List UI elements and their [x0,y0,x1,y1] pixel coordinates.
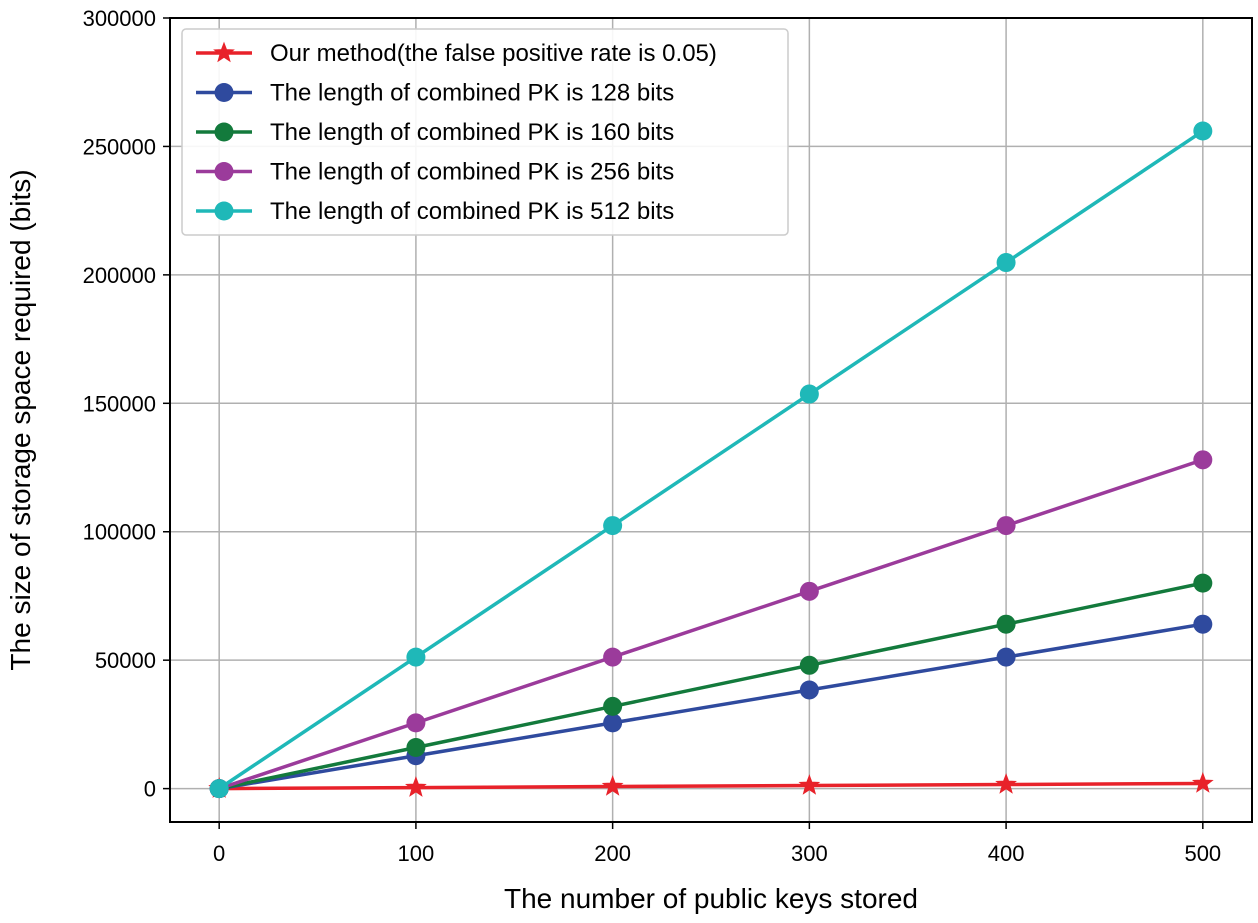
data-point [1193,121,1213,141]
legend-label: The length of combined PK is 256 bits [270,159,674,186]
series-line [219,781,1203,791]
y-tick-label: 50000 [95,648,156,673]
data-point [996,647,1016,667]
series-3 [209,573,1213,799]
legend-swatch-marker [214,122,234,142]
series-4 [209,450,1213,799]
data-point [1193,573,1213,593]
data-point [406,738,426,758]
data-point [1193,450,1213,470]
data-point [996,614,1016,634]
data-point [996,253,1016,273]
x-tick-label: 100 [398,841,435,866]
legend-entry: The length of combined PK is 256 bits [196,159,674,186]
data-point [799,655,819,675]
series-line [218,458,1204,791]
y-tick-label: 100000 [83,520,156,545]
y-tick-label: 250000 [83,134,156,159]
series-2 [209,614,1213,799]
data-point [798,774,821,795]
series-line [218,581,1204,791]
data-point [209,779,229,799]
data-point [405,776,427,797]
legend-label: Our method(the false positive rate is 0.… [270,40,717,67]
data-point [1191,772,1214,793]
legend-entry: The length of combined PK is 160 bits [196,119,674,146]
x-axis-label: The number of public keys stored [504,883,918,914]
data-point [603,713,623,733]
legend-swatch-marker [214,83,234,102]
data-point [601,775,624,796]
legend-label: The length of combined PK is 512 bits [270,198,674,225]
legend-swatch-marker [214,162,234,181]
series-line [218,129,1204,791]
y-tick-label: 300000 [83,6,156,31]
data-point [996,516,1016,536]
series-1 [208,772,1214,798]
data-point [603,696,623,716]
data-point [603,516,623,536]
legend-entry: The length of combined PK is 512 bits [196,198,674,225]
data-point [799,384,819,404]
y-tick-label: 200000 [83,263,156,288]
plot-frame [169,17,1253,823]
data-point [406,647,426,667]
x-tick-label: 400 [988,841,1025,866]
legend: Our method(the false positive rate is 0.… [181,28,789,236]
data-point [603,647,623,667]
y-axis-label: The size of storage space required (bits… [5,169,36,670]
data-point [799,581,819,601]
axis-ticks: 0 100 200 300 400 500 0 50000 100000 150000 200000… [83,6,1222,866]
data-point [995,773,1017,794]
legend-swatch-marker [213,41,235,63]
legend-entry: Our method(the false positive rate is 0.… [196,40,717,67]
series-line [218,622,1204,791]
x-tick-label: 0 [213,841,225,866]
data-point [799,680,819,700]
y-tick-label: 0 [144,777,156,802]
data-point [406,713,426,733]
legend-box [181,28,789,236]
legend-entry: The length of combined PK is 128 bits [196,80,674,107]
series-layer [208,121,1214,799]
x-tick-label: 200 [594,841,631,866]
x-tick-label: 300 [791,841,828,866]
legend-label: The length of combined PK is 160 bits [270,119,674,146]
y-tick-label: 150000 [83,391,156,416]
data-point [1193,614,1213,634]
legend-label: The length of combined PK is 128 bits [270,80,674,107]
legend-swatch-marker [214,201,234,221]
series-5 [209,121,1213,799]
x-tick-label: 500 [1184,841,1221,866]
